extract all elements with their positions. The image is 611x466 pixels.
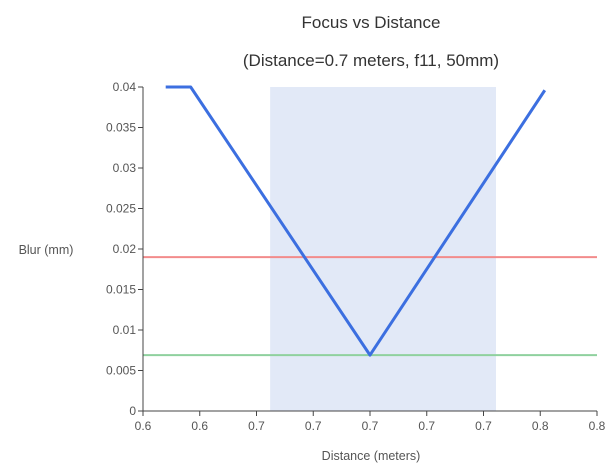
chart-subtitle: (Distance=0.7 meters, f11, 50mm) (243, 51, 499, 70)
y-tick-label: 0 (129, 404, 136, 418)
y-axis-label: Blur (mm) (19, 243, 74, 257)
x-tick-label: 0.8 (532, 419, 549, 433)
x-tick-label: 0.7 (418, 419, 435, 433)
x-tick-label: 0.6 (135, 419, 152, 433)
y-axis-ticks: 0 0.005 0.01 0.015 0.02 0.025 0.03 0.035 0.04 (106, 80, 143, 418)
x-tick-label: 0.6 (191, 419, 208, 433)
x-axis-label: Distance (meters) (322, 449, 421, 463)
depth-of-field-region (270, 87, 496, 411)
y-tick-label: 0.025 (106, 202, 136, 216)
blur-series-line (165, 85, 547, 357)
y-tick-label: 0.015 (106, 283, 136, 297)
y-tick-label: 0.04 (113, 80, 137, 94)
chart-title: Focus vs Distance (302, 13, 441, 32)
x-tick-label: 0.7 (475, 419, 492, 433)
y-tick-label: 0.03 (113, 161, 137, 175)
y-tick-label: 0.035 (106, 121, 136, 135)
y-tick-label: 0.02 (113, 242, 137, 256)
x-tick-label: 0.7 (248, 419, 265, 433)
y-tick-label: 0.01 (113, 323, 137, 337)
x-tick-label: 0.8 (589, 419, 606, 433)
y-tick-label: 0.005 (106, 364, 136, 378)
x-axis-ticks: 0.6 0.6 0.7 0.7 0.7 0.7 0.7 0.8 0.8 (135, 411, 606, 433)
x-tick-label: 0.7 (305, 419, 322, 433)
x-tick-label: 0.7 (362, 419, 379, 433)
